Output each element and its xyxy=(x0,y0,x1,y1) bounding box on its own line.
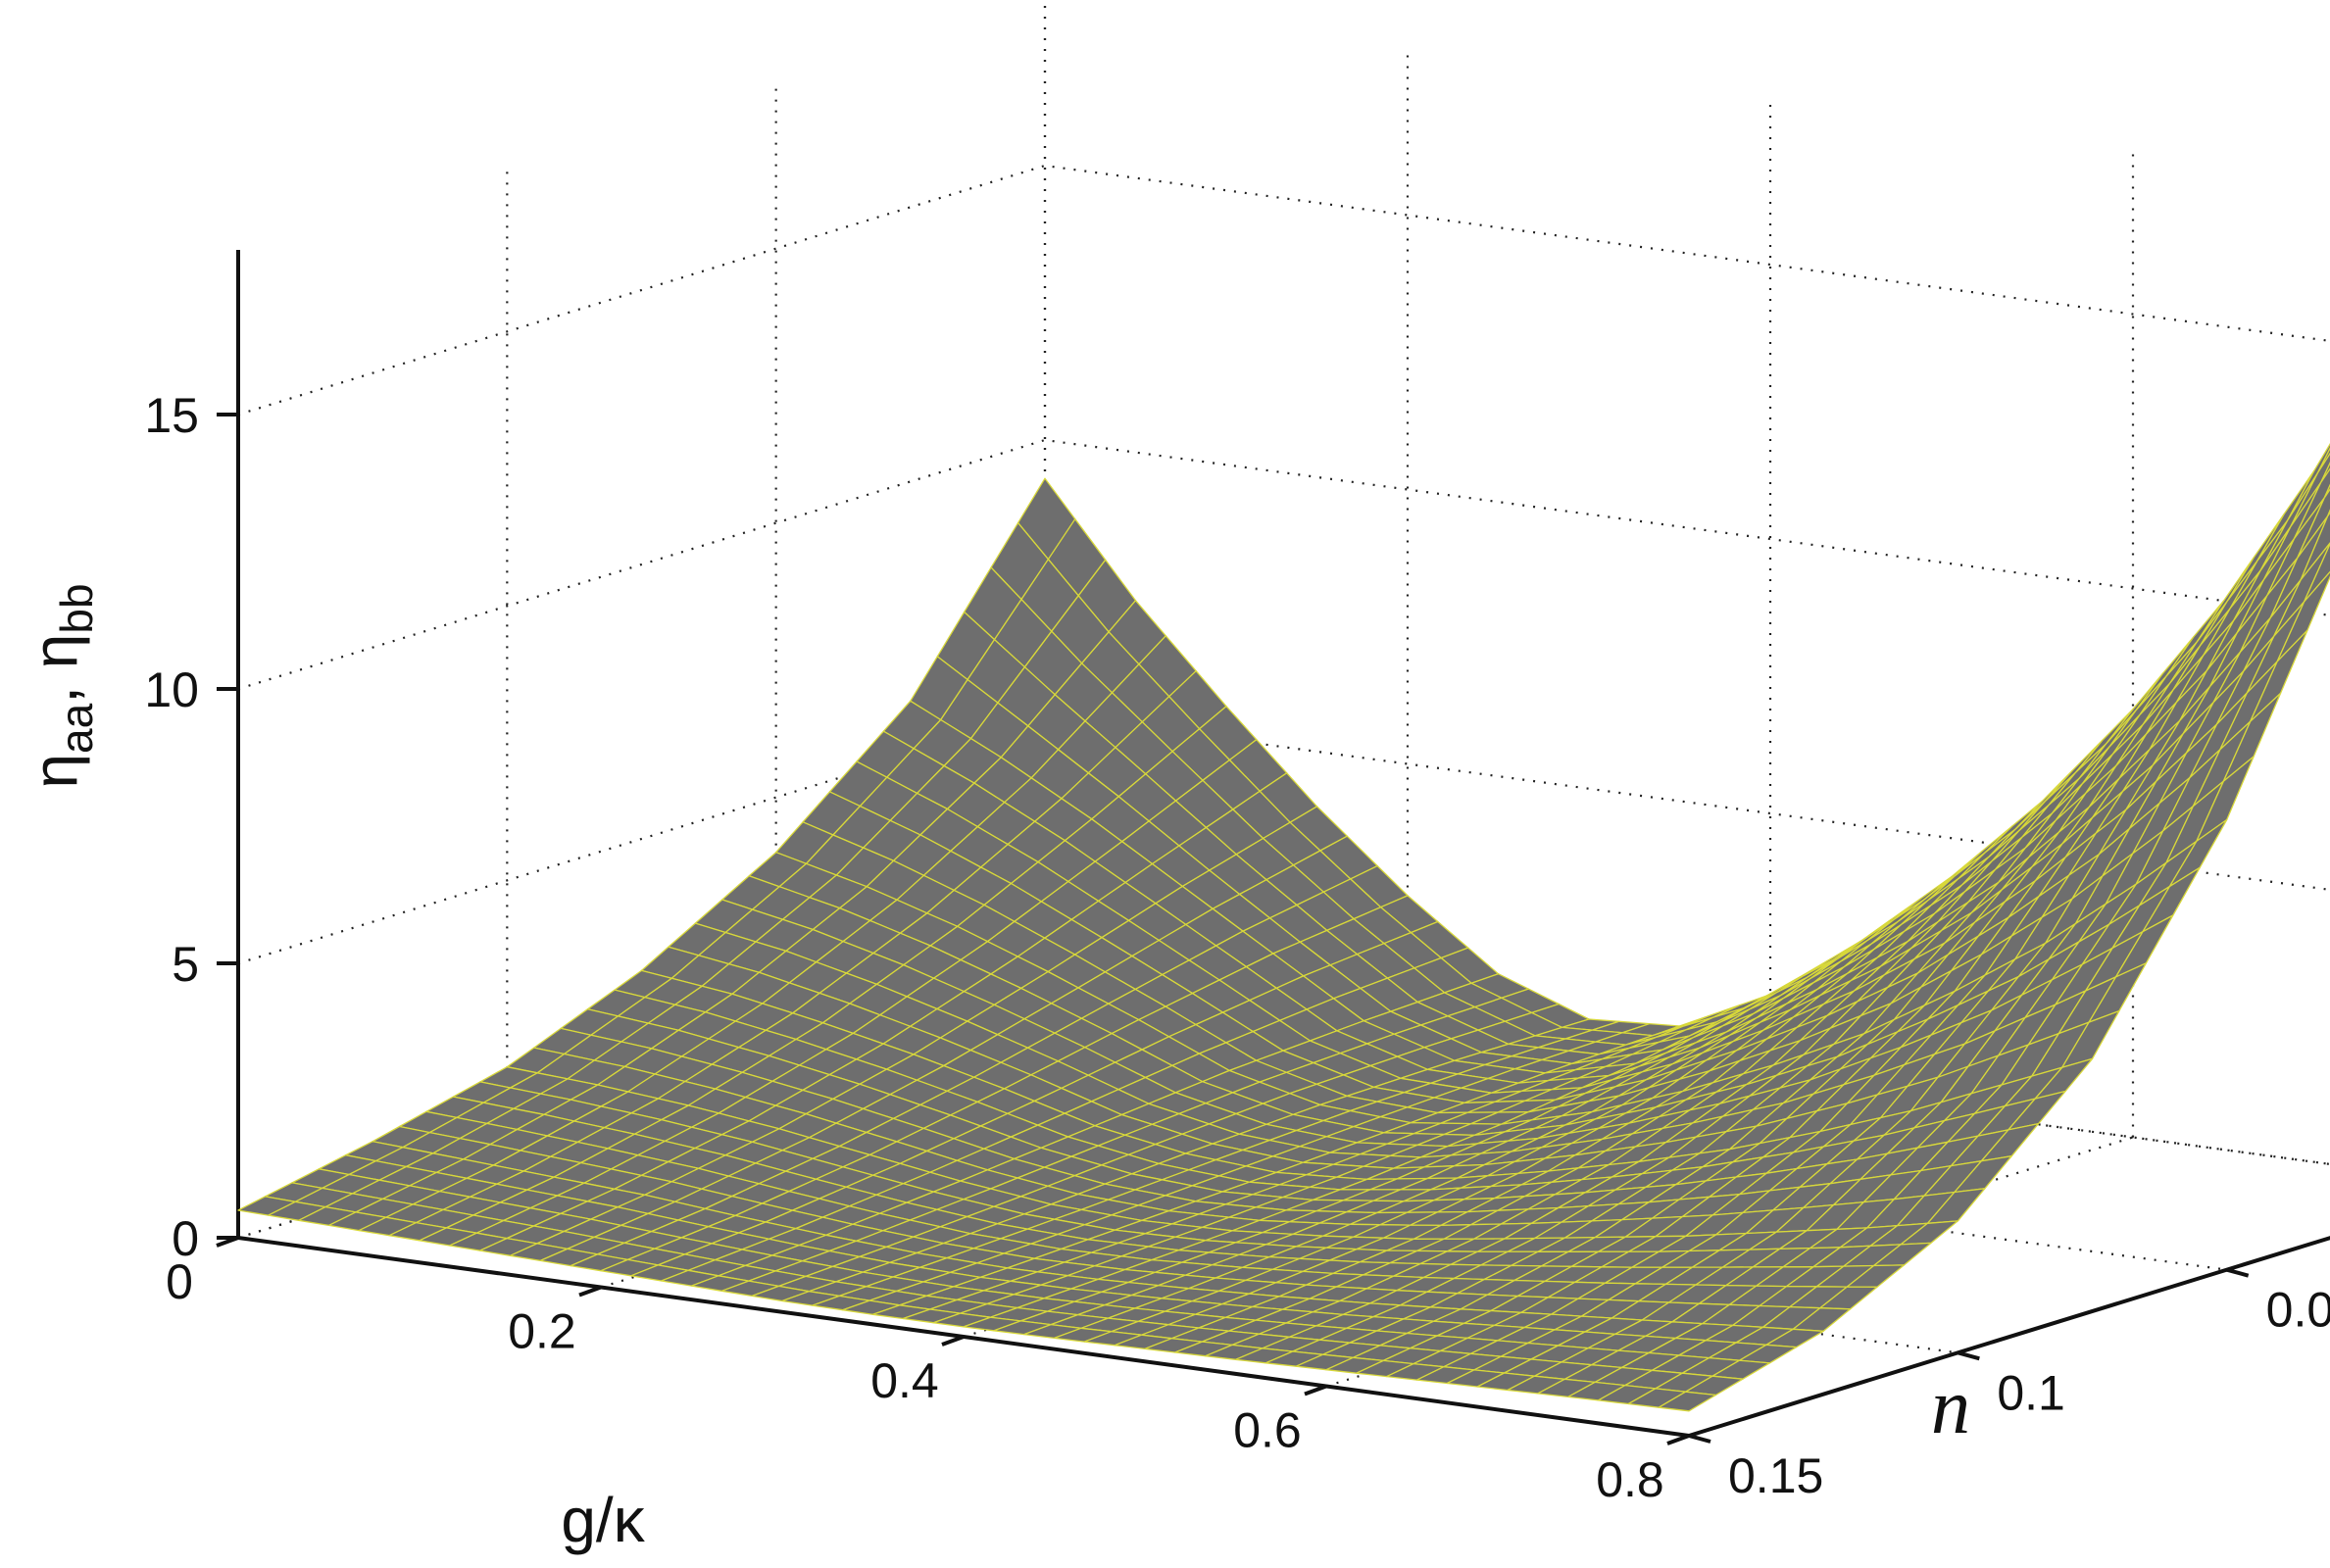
y-tick-label: 0.15 xyxy=(1728,1448,1823,1503)
x-tick-label: 0 xyxy=(166,1254,193,1309)
x-tick-label: 0.6 xyxy=(1233,1403,1302,1458)
z-axis-label-main2: η xyxy=(20,634,90,669)
y-tick xyxy=(2226,1267,2250,1278)
z-tick-label: 5 xyxy=(172,937,199,992)
z-axis-label-sub1: aa xyxy=(51,703,102,754)
y-tick xyxy=(1688,1434,1711,1444)
surface-patch xyxy=(2300,512,2330,581)
surface-patch xyxy=(1658,1391,1717,1412)
x-tick xyxy=(941,1335,965,1347)
z-axis-label-sub2: bb xyxy=(51,583,102,633)
y-axis-line xyxy=(1688,1236,2330,1438)
surface-patch xyxy=(2323,483,2330,499)
x-tick-label: 0.2 xyxy=(508,1304,576,1359)
floor-grid-y xyxy=(1044,987,2330,1166)
grid-line-z xyxy=(237,164,2330,416)
surface-mesh xyxy=(237,442,2330,1412)
x-tick xyxy=(1666,1434,1690,1446)
z-axis-label-sep: , xyxy=(20,668,90,704)
x-tick-label: 0.4 xyxy=(870,1353,939,1408)
grid-line-z xyxy=(237,438,2330,691)
y-axis-label: n xyxy=(1931,1364,1970,1450)
x-tick xyxy=(216,1236,239,1248)
y-tick xyxy=(1957,1350,1980,1361)
z-axis-label: ηaa, ηbb xyxy=(20,583,102,788)
x-axis-label: g/κ xyxy=(561,1485,645,1555)
x-tick-label: 0.8 xyxy=(1596,1452,1664,1507)
surface-patch xyxy=(2303,542,2330,603)
axes xyxy=(216,250,2330,1446)
floor-grid-y xyxy=(775,1070,2227,1271)
x-tick xyxy=(578,1285,602,1298)
grid-line-z xyxy=(237,712,2330,965)
surface-patch xyxy=(2316,447,2330,474)
z-tick-label: 0 xyxy=(172,1211,199,1266)
y-tick-label: 0.05 xyxy=(2266,1283,2330,1338)
z-axis-label-main: η xyxy=(20,754,90,789)
x-tick xyxy=(1304,1384,1327,1396)
z-tick-label: 15 xyxy=(144,388,199,443)
z-tick-label: 10 xyxy=(144,662,199,717)
y-tick-label: 0.1 xyxy=(1997,1365,2065,1420)
